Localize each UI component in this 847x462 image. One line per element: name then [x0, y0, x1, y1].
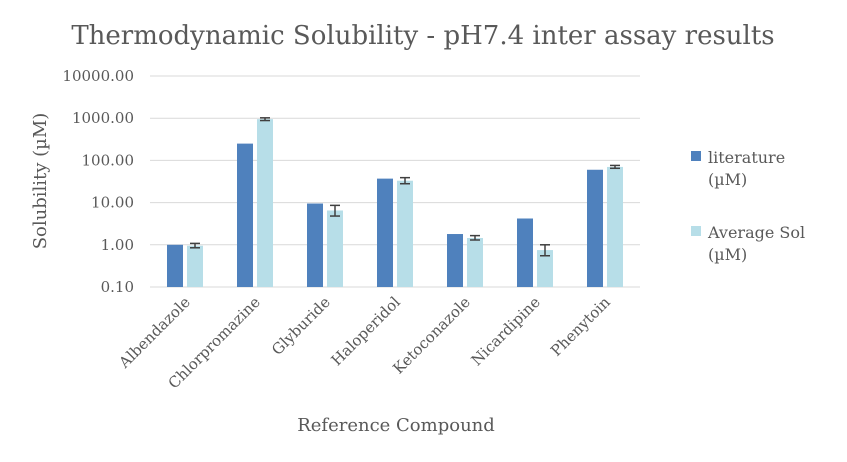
bar [187, 245, 203, 287]
y-tick-label: 10000.00 [62, 67, 134, 85]
bar [587, 169, 603, 287]
x-tick-label: Glyburide [268, 293, 334, 359]
bar [167, 244, 183, 287]
error-bar [190, 242, 200, 249]
bars [167, 117, 623, 287]
y-tick-label: 0.10 [101, 278, 134, 296]
chart-title: Thermodynamic Solubility - pH7.4 inter a… [71, 21, 774, 51]
bar [307, 203, 323, 287]
legend-label: literature [708, 148, 785, 167]
y-tick-label: 100.00 [82, 151, 135, 169]
bar [397, 180, 413, 287]
bar [327, 210, 343, 287]
y-tick-label: 1.00 [101, 236, 134, 254]
bar [467, 237, 483, 287]
legend: literature (µM) Average Sol (µM) [691, 148, 805, 264]
bar [607, 166, 623, 287]
bar [537, 250, 553, 287]
legend-label: Average Sol [707, 223, 805, 242]
bar [517, 218, 533, 287]
x-tick-label: Albendazole [115, 293, 194, 372]
bar [377, 178, 393, 287]
legend-swatch [691, 226, 701, 236]
error-bar [610, 164, 620, 170]
bar [257, 119, 273, 287]
y-tick-label: 10.00 [91, 194, 134, 212]
x-tick-label: Phenytoin [547, 293, 614, 360]
y-axis-title: Solubility (µM) [30, 113, 51, 250]
error-bar [260, 117, 270, 122]
error-bar [540, 244, 550, 257]
x-tick-label: Nicardipine [468, 293, 544, 369]
x-tick-label: Haloperidol [328, 293, 404, 369]
x-axis-title: Reference Compound [297, 415, 495, 436]
bar [237, 143, 253, 287]
gridlines [150, 75, 640, 246]
y-axis-ticks: 0.10 1.00 10.00 100.00 1000.00 10000.00 [62, 67, 134, 296]
bar [447, 234, 463, 287]
error-bar [470, 234, 480, 241]
legend-label: (µM) [708, 245, 747, 264]
error-bar [400, 176, 410, 185]
legend-label: (µM) [708, 170, 747, 189]
error-bar [330, 204, 340, 217]
legend-swatch [691, 151, 701, 161]
y-tick-label: 1000.00 [72, 109, 134, 127]
